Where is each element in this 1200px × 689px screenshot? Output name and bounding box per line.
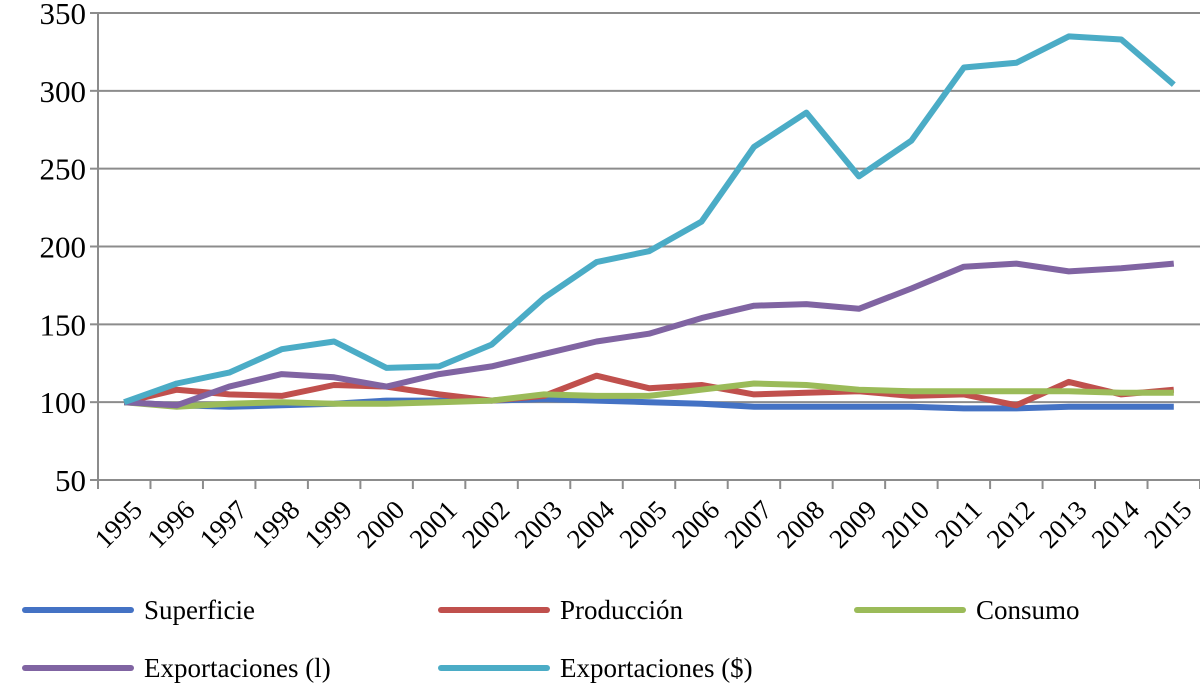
series-lines — [123, 33, 1176, 412]
legend-item-consumo: Consumo — [854, 592, 1080, 628]
legend-label: Exportaciones (l) — [144, 652, 331, 683]
legend-swatch-superficie — [22, 607, 134, 613]
x-tick-label: 2000 — [351, 495, 410, 554]
x-tick-label: 2003 — [508, 495, 567, 554]
y-tick-label: 200 — [40, 230, 87, 265]
x-tick-label: 2015 — [1138, 495, 1197, 554]
y-tick-label: 350 — [40, 0, 87, 31]
y-tick-label: 250 — [40, 152, 87, 187]
x-tick-label: 2009 — [823, 495, 882, 554]
series-line-4 — [123, 33, 1176, 406]
x-tick-label: 2008 — [771, 495, 830, 554]
x-tick-label: 1997 — [194, 495, 253, 554]
legend-swatch-produccion — [438, 607, 550, 613]
legend-label: Exportaciones ($) — [560, 652, 753, 683]
legend-label: Producción — [560, 594, 683, 625]
y-tick-label: 300 — [40, 74, 87, 109]
x-tick-label: 2005 — [613, 495, 672, 554]
x-tick-label: 2007 — [718, 495, 777, 554]
legend-swatch-exportaciones-l — [22, 665, 134, 671]
y-tick-label: 150 — [40, 307, 87, 342]
series-line-1 — [123, 372, 1175, 409]
x-tick-label: 1998 — [246, 495, 305, 554]
x-tick-label: 2013 — [1033, 495, 1092, 554]
legend-label: Consumo — [976, 594, 1080, 625]
legend-swatch-consumo — [854, 607, 966, 613]
line-chart: 50 100 150 200 250 300 350 1995199619971998199… — [40, 0, 1200, 554]
x-tick-label: 2001 — [404, 495, 463, 554]
axes — [90, 12, 1200, 489]
legend-label: Superficie — [144, 594, 255, 625]
y-axis-ticks: 50 100 150 200 250 300 350 — [40, 0, 87, 498]
x-tick-label: 1995 — [89, 495, 148, 554]
x-tick-label: 2002 — [456, 495, 515, 554]
legend-item-superficie: Superficie — [22, 592, 255, 628]
x-tick-label: 2010 — [876, 495, 935, 554]
x-tick-label: 2004 — [561, 494, 621, 554]
x-tick-label: 1996 — [141, 495, 200, 554]
x-tick-label: 2014 — [1086, 494, 1146, 554]
legend-item-exportaciones-l: Exportaciones (l) — [22, 650, 331, 686]
legend-swatch-exportaciones-usd — [438, 665, 550, 671]
y-tick-label: 100 — [40, 385, 87, 420]
x-axis-ticks: 1995199619971998199920002001200220032004… — [89, 494, 1198, 554]
legend: Superficie Producción Consumo Exportacio… — [0, 580, 1200, 689]
x-tick-label: 1999 — [299, 495, 358, 554]
series-line-3 — [124, 260, 1175, 409]
series-line-2 — [123, 380, 1174, 410]
legend-item-exportaciones-usd: Exportaciones ($) — [438, 650, 753, 686]
x-tick-label: 2012 — [981, 495, 1040, 554]
x-tick-label: 2006 — [666, 495, 725, 554]
x-tick-label: 2011 — [929, 495, 988, 554]
legend-item-produccion: Producción — [438, 592, 683, 628]
gridlines — [98, 12, 1200, 404]
y-tick-label: 50 — [55, 463, 86, 498]
